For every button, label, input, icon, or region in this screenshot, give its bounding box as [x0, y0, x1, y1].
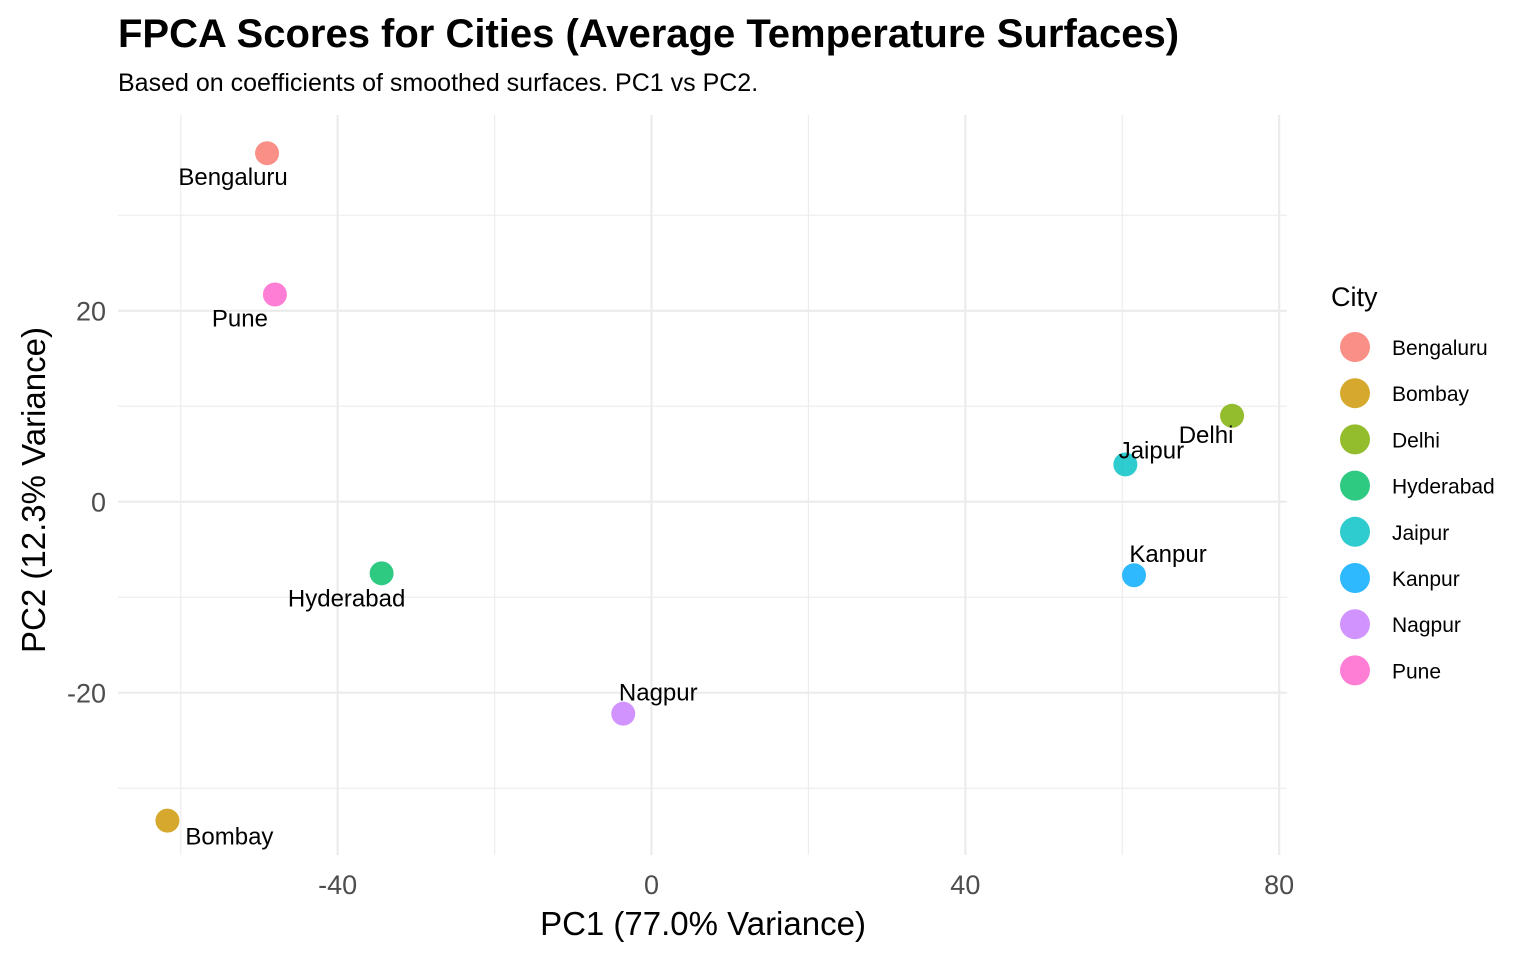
x-tick-label: -40 [318, 870, 357, 900]
legend-swatch-kanpur [1340, 563, 1370, 593]
data-point-bengaluru [255, 141, 280, 166]
legend-label-delhi: Delhi [1392, 429, 1440, 452]
legend-label-nagpur: Nagpur [1392, 614, 1461, 637]
data-label-pune: Pune [212, 306, 268, 333]
legend-swatch-pune [1340, 655, 1370, 686]
legend-swatch-nagpur [1340, 609, 1370, 640]
data-label-bengaluru: Bengaluru [178, 164, 287, 191]
legend-swatch-bombay [1340, 378, 1370, 409]
legend-label-bombay: Bombay [1392, 383, 1470, 406]
x-axis-ticks: -40 0 40 80 [318, 870, 1294, 900]
data-point-delhi [1220, 403, 1245, 428]
legend-label-hyderabad: Hyderabad [1392, 476, 1495, 499]
data-point-nagpur [611, 701, 636, 726]
legend-items: Bengaluru Bombay Delhi Hyderabad Jaipur Kanpu… [1340, 332, 1495, 686]
data-point-pune [262, 282, 287, 307]
data-label-jaipur: Jaipur [1119, 437, 1184, 464]
legend-label-jaipur: Jaipur [1392, 522, 1449, 545]
legend-label-kanpur: Kanpur [1392, 568, 1460, 591]
legend-label-pune: Pune [1392, 660, 1441, 683]
data-point-jaipur [1113, 452, 1138, 477]
y-tick-label: 0 [91, 488, 106, 518]
y-axis-ticks: -20 0 20 [67, 297, 106, 709]
legend-swatch-delhi [1340, 424, 1370, 455]
data-label-hyderabad: Hyderabad [288, 585, 405, 612]
legend: City Bengaluru Bombay Delhi Hyderabad Jaipur… [1331, 282, 1495, 686]
x-tick-label: 0 [644, 870, 659, 900]
data-points [155, 141, 1245, 833]
legend-swatch-bengaluru [1340, 332, 1370, 362]
data-point-bombay [155, 808, 180, 833]
legend-swatch-jaipur [1340, 516, 1370, 547]
y-tick-label: -20 [67, 679, 106, 709]
y-axis-title: PC2 (12.3% Variance) [15, 327, 52, 653]
legend-swatch-hyderabad [1340, 470, 1370, 501]
chart-title: FPCA Scores for Cities (Average Temperat… [118, 12, 1179, 56]
data-point-hyderabad [369, 561, 394, 586]
data-label-nagpur: Nagpur [619, 680, 698, 707]
x-axis-title: PC1 (77.0% Variance) [540, 905, 866, 942]
legend-label-bengaluru: Bengaluru [1392, 337, 1488, 360]
data-label-kanpur: Kanpur [1129, 541, 1206, 568]
data-labels: Bengaluru Bombay Delhi Hyderabad Jaipur Kanpu… [178, 164, 1233, 850]
legend-title: City [1331, 282, 1378, 312]
data-point-kanpur [1122, 563, 1147, 588]
x-tick-label: 80 [1264, 870, 1294, 900]
data-label-delhi: Delhi [1179, 422, 1234, 449]
y-tick-label: 20 [76, 297, 106, 327]
x-tick-label: 40 [950, 870, 980, 900]
data-label-bombay: Bombay [185, 824, 273, 851]
grid [118, 115, 1287, 855]
chart-subtitle: Based on coefficients of smoothed surfac… [118, 69, 758, 97]
